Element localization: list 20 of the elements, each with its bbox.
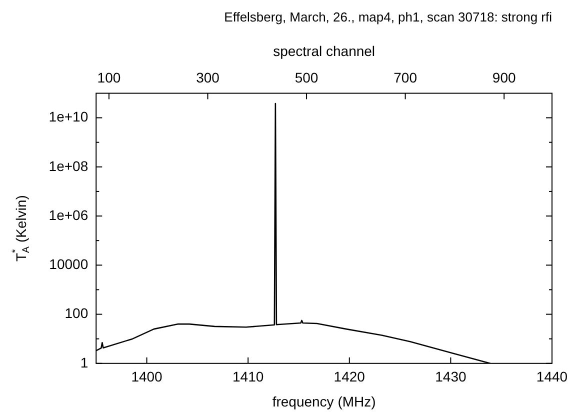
x2-tick-label: 900 xyxy=(492,70,516,86)
x2-tick-label: 100 xyxy=(97,70,121,86)
x-tick-label: 1430 xyxy=(435,368,466,385)
x2-axis-title: spectral channel xyxy=(273,42,376,59)
chart-title: Effelsberg, March, 26., map4, ph1, scan 30718: strong rfi xyxy=(224,9,552,24)
x-tick-label: 1410 xyxy=(232,368,264,385)
y-tick-label: 1e+06 xyxy=(48,206,88,223)
y-tick-label: 10000 xyxy=(49,256,88,272)
x2-tick-label: 500 xyxy=(294,70,318,86)
x2-tick-label: 300 xyxy=(196,70,220,86)
x-axis-title: frequency (MHz) xyxy=(272,393,376,410)
y-tick-label: 100 xyxy=(64,305,88,322)
y-tick-label: 1e+08 xyxy=(48,158,88,174)
x-tick-label: 1420 xyxy=(334,368,366,385)
y-tick-label: 1e+10 xyxy=(48,108,88,125)
x-tick-label: 1400 xyxy=(131,368,163,385)
x-tick-label: 1440 xyxy=(536,368,568,385)
y-tick-label: 1 xyxy=(80,354,88,370)
y-axis-title: TA* (Kelvin) xyxy=(10,195,32,262)
x2-tick-label: 700 xyxy=(394,70,418,86)
